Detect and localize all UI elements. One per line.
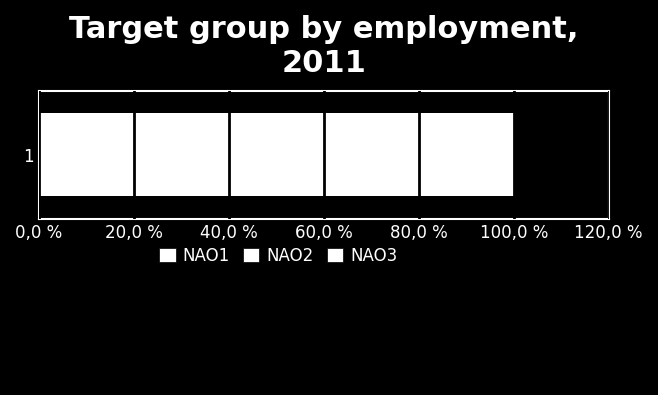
- Title: Target group by employment,
2011: Target group by employment, 2011: [69, 15, 578, 77]
- Legend: NAO1, NAO2, NAO3: NAO1, NAO2, NAO3: [152, 240, 404, 271]
- Bar: [406, 113, 514, 196]
- Bar: [39, 113, 335, 196]
- Bar: [335, 113, 406, 196]
